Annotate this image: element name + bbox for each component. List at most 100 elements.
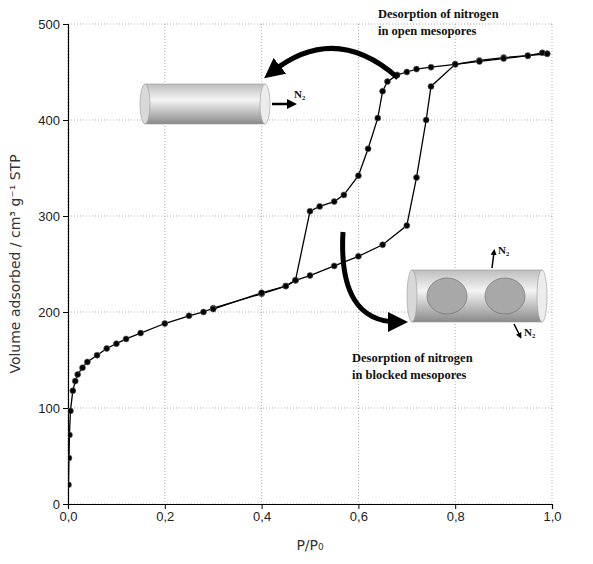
tick-mark [63, 408, 68, 409]
marker [428, 83, 434, 89]
grid-line [68, 120, 552, 121]
tick-label: 0 [53, 497, 60, 512]
cylinder-end [260, 84, 270, 124]
marker [70, 388, 76, 394]
marker [452, 61, 458, 67]
pore-cylinder [140, 84, 270, 124]
grid-line [358, 24, 359, 504]
tick-label: 0,4 [253, 509, 271, 524]
cylinder-body [412, 270, 542, 322]
marker [94, 352, 100, 358]
grid-line [552, 24, 553, 504]
pore-blockage [485, 278, 525, 314]
tick: 0,6 [350, 504, 368, 524]
axis-line [69, 505, 553, 510]
tick-label: 0,2 [156, 509, 174, 524]
tick-mark [63, 504, 68, 505]
annotations: Desorption of nitrogenin open mesoporesD… [294, 7, 536, 382]
y-axis-title: Volume adsorbed / cm³ g⁻¹ STP [7, 154, 23, 373]
marker [307, 273, 313, 279]
marker [544, 51, 550, 57]
tick-mark [63, 120, 68, 121]
marker [380, 88, 386, 94]
marker [292, 277, 298, 283]
marker [292, 277, 298, 283]
cylinder-body [145, 84, 265, 124]
marker [413, 66, 419, 72]
tick: 200 [38, 305, 68, 320]
tick: 0,8 [447, 504, 465, 524]
marker [68, 408, 73, 414]
tick: 1,0 [543, 504, 561, 524]
annotation-line: N₂ [294, 88, 306, 100]
marker [355, 173, 361, 179]
marker [68, 455, 72, 461]
annotation: N₂ [498, 244, 510, 256]
tick-label: 300 [38, 209, 60, 224]
marker [476, 57, 482, 63]
tick: 100 [38, 401, 68, 416]
marker [283, 283, 289, 289]
y-axis: 0 100 200 300 400 500 [38, 17, 68, 512]
leader-arrow [272, 48, 398, 78]
tick: 0,4 [253, 504, 271, 524]
grid-line [455, 24, 456, 504]
marker [307, 208, 313, 214]
marker [283, 283, 289, 289]
marker [525, 53, 531, 59]
annotation-line: N₂ [498, 244, 510, 256]
marker [317, 203, 323, 209]
marker [210, 306, 216, 312]
tick-label: 400 [38, 113, 60, 128]
marker [123, 336, 129, 342]
marker [104, 345, 110, 351]
marker [355, 253, 361, 259]
marker [138, 330, 144, 336]
leader-arrow [343, 232, 398, 322]
marker [501, 56, 507, 62]
annotation: N₂ [524, 326, 536, 338]
grid-line [68, 408, 552, 409]
annotation-line: N₂ [524, 326, 536, 338]
marker [162, 321, 168, 327]
annotation-line: in open mesopores [378, 24, 477, 38]
tick: 500 [38, 17, 68, 32]
grid [68, 24, 552, 504]
marker [75, 371, 81, 377]
annotation-line: in blocked mesopores [352, 368, 466, 382]
tick: 0 [53, 497, 68, 512]
tick-label: 500 [38, 17, 60, 32]
flow-arrow [514, 324, 520, 336]
annotation: N₂ [294, 88, 306, 100]
series-group [68, 50, 550, 488]
grid-line [68, 216, 552, 217]
chart: 0,0 0,2 0,4 0,6 0,8 1,0 0 100 200 300 400 500 P/P₀ Vo… [0, 0, 593, 564]
tick-label: 100 [38, 401, 60, 416]
marker [186, 313, 192, 319]
tick-mark [63, 24, 68, 25]
tick-mark [63, 312, 68, 313]
cylinder-end [537, 270, 547, 322]
marker [404, 223, 410, 229]
marker [201, 309, 207, 315]
annotation-line: Desorption of nitrogen [352, 351, 473, 365]
tick-label: 200 [38, 305, 60, 320]
marker [259, 291, 265, 297]
marker [84, 359, 90, 365]
flow-arrow [492, 252, 494, 268]
flow-arrow [272, 103, 292, 106]
marker [501, 55, 507, 61]
x-axis-title: P/P₀ [296, 537, 324, 553]
marker [413, 175, 419, 181]
tick-mark [63, 216, 68, 217]
marker [384, 79, 390, 85]
tick: 0,0 [59, 504, 77, 524]
marker [331, 263, 337, 269]
plot-area: 0,0 0,2 0,4 0,6 0,8 1,0 0 100 200 300 400 500 [38, 17, 561, 525]
pore-blockage [427, 278, 467, 314]
tick: 300 [38, 209, 68, 224]
marker [210, 305, 216, 311]
marker [544, 51, 550, 57]
tick: 400 [38, 113, 68, 128]
marker [404, 69, 410, 75]
